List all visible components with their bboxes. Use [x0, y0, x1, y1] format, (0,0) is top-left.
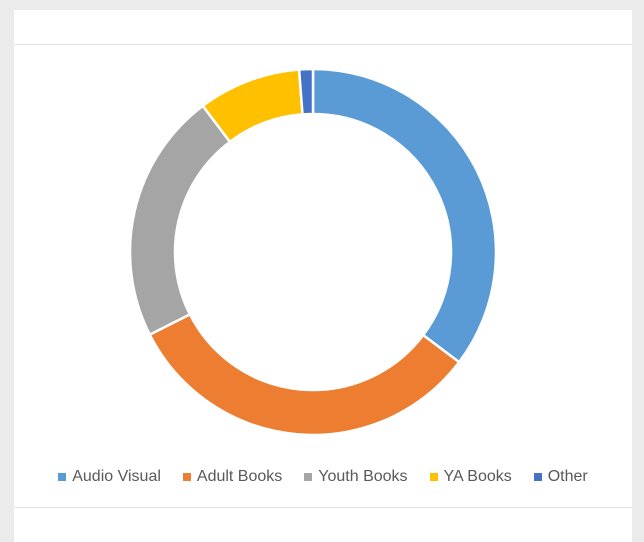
legend-label: Audio Visual: [72, 468, 161, 485]
legend-swatch: [533, 473, 542, 481]
bottom-divider: [14, 507, 632, 508]
legend-label: YA Books: [443, 468, 512, 485]
donut-slice-audio-visual: [311, 67, 498, 364]
legend-label: Youth Books: [318, 468, 408, 485]
legend-swatch: [182, 473, 191, 481]
donut-slice-youth-books: [128, 104, 232, 337]
legend-swatch: [58, 473, 67, 481]
legend-item-other: Other: [533, 468, 588, 486]
chart-legend: Audio Visual Adult Books Youth Books YA Boo…: [14, 466, 632, 488]
legend-item-youth-books: Youth Books: [304, 468, 408, 486]
legend-item-adult-books: Adult Books: [182, 468, 283, 486]
top-divider: [14, 44, 632, 45]
legend-item-ya-books: YA Books: [429, 468, 512, 486]
legend-item-audio-visual: Audio Visual: [58, 468, 161, 486]
donut-slice-adult-books: [148, 312, 461, 437]
chart-panel: Audio Visual Adult Books Youth Books YA Boo…: [14, 10, 632, 542]
legend-swatch: [304, 473, 313, 481]
donut-chart: [128, 67, 498, 437]
legend-label: Adult Books: [196, 468, 283, 485]
donut-slice-other: [297, 67, 315, 116]
legend-label: Other: [547, 468, 588, 485]
legend-swatch: [429, 473, 438, 481]
